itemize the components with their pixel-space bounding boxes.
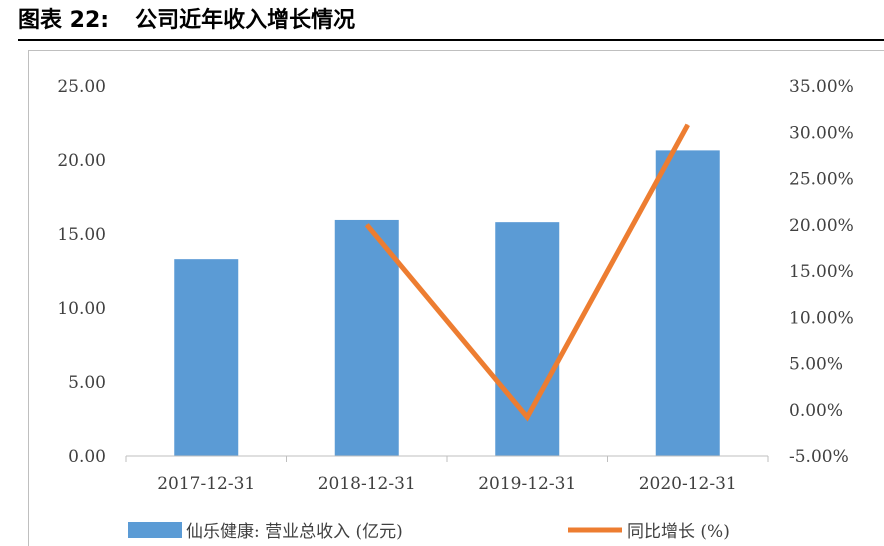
x-tick-label: 2018-12-31 [318, 474, 416, 494]
y-left-tick-label: 15.00 [57, 225, 106, 245]
y-right-tick-label: 30.00% [789, 123, 854, 143]
y-left-tick-label: 10.00 [57, 299, 106, 319]
x-tick-label: 2020-12-31 [639, 474, 737, 494]
y-right-tick-label: 25.00% [789, 170, 854, 190]
y-right-tick-label: 20.00% [789, 216, 854, 236]
legend-swatch-revenue [128, 522, 182, 538]
y-right-tick-label: 35.00% [789, 77, 854, 97]
revenue-bar [174, 259, 239, 456]
y-right-tick-label: 0.00% [789, 401, 843, 421]
chart-frame [28, 50, 884, 546]
growth-point [687, 124, 689, 126]
revenue-bar [655, 150, 720, 456]
y-right-tick-label: 10.00% [789, 308, 854, 328]
y-left-tick-label: 0.00 [68, 447, 106, 467]
y-left-tick-label: 20.00 [57, 151, 106, 171]
growth-point [526, 416, 528, 418]
y-left-tick-label: 25.00 [57, 77, 106, 97]
figure-title-line: 图表 22: 公司近年收入增长情况 [18, 4, 884, 38]
y-right-tick-label: 5.00% [789, 355, 843, 375]
x-tick-label: 2019-12-31 [478, 474, 576, 494]
y-left-tick-label: 5.00 [68, 373, 106, 393]
growth-point [366, 224, 368, 226]
y-right-tick-label: -5.00% [789, 447, 849, 467]
figure-header: 图表 22: 公司近年收入增长情况 [18, 4, 884, 38]
figure-title: 公司近年收入增长情况 [135, 8, 356, 33]
legend-label-revenue: 仙乐健康: 营业总收入 (亿元) [186, 522, 403, 542]
revenue-bar [334, 219, 399, 456]
header-rule [18, 39, 884, 41]
legend-label-growth: 同比增长 (%) [627, 522, 730, 542]
x-tick-label: 2017-12-31 [157, 474, 255, 494]
figure-label: 图表 22: [18, 8, 110, 33]
y-right-tick-label: 15.00% [789, 262, 854, 282]
